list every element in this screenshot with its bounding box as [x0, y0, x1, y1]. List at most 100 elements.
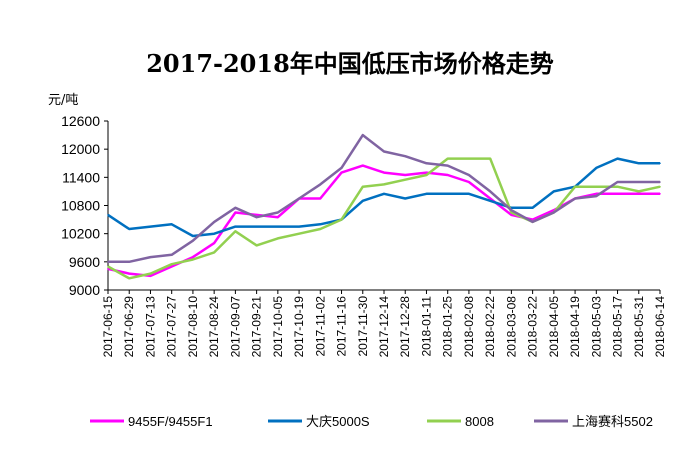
data-point-series-2 — [361, 200, 364, 202]
x-tick-label: 2017-09-21 — [250, 296, 264, 358]
data-point-series-4 — [107, 261, 109, 263]
data-point-series-2 — [616, 157, 619, 160]
x-tick-label: 2017-10-05 — [271, 296, 285, 358]
x-tick-label: 2018-02-08 — [462, 296, 476, 358]
data-point-series-4 — [128, 261, 131, 263]
data-point-series-4 — [170, 253, 173, 256]
data-point-series-2 — [425, 192, 428, 195]
data-point-series-2 — [149, 225, 152, 228]
data-point-series-1 — [128, 272, 131, 275]
x-tick-label: 2018-03-22 — [526, 296, 540, 358]
data-point-series-3 — [107, 265, 109, 268]
data-point-series-3 — [595, 185, 598, 188]
y-tick-label: 9000 — [69, 282, 100, 298]
data-point-series-3 — [234, 230, 237, 233]
data-point-series-3 — [616, 185, 619, 188]
data-point-series-3 — [468, 157, 470, 160]
data-point-series-3 — [340, 218, 343, 221]
data-point-series-3 — [170, 263, 173, 265]
x-tick-label: 2017-12-14 — [377, 296, 391, 358]
data-point-series-1 — [531, 218, 534, 221]
data-point-series-1 — [489, 197, 491, 200]
data-point-series-4 — [637, 181, 640, 183]
data-point-series-3 — [255, 244, 258, 247]
data-point-series-1 — [659, 192, 661, 195]
data-point-series-4 — [553, 211, 555, 214]
data-point-series-4 — [277, 211, 279, 214]
x-tick-label: 2018-05-31 — [632, 296, 646, 358]
data-point-series-1 — [277, 216, 279, 219]
data-point-series-1 — [616, 192, 619, 195]
data-point-series-1 — [107, 268, 109, 270]
x-tick-label: 2018-04-05 — [547, 296, 561, 358]
y-tick-label: 10800 — [61, 198, 100, 214]
x-tick-label: 2018-01-25 — [441, 296, 455, 358]
x-tick-label: 2017-11-30 — [356, 296, 370, 357]
data-point-series-4 — [319, 183, 322, 186]
data-point-series-4 — [510, 209, 513, 211]
data-point-series-4 — [213, 221, 215, 223]
data-point-series-4 — [425, 162, 428, 165]
series-line-4 — [108, 133, 660, 264]
x-tick-label: 2017-08-24 — [207, 296, 221, 358]
data-point-series-4 — [489, 190, 491, 193]
x-tick-label: 2018-01-11 — [419, 296, 433, 357]
data-point-series-3 — [489, 157, 491, 160]
data-point-series-3 — [192, 258, 194, 261]
data-point-series-3 — [319, 228, 322, 230]
x-tick-label: 2017-09-07 — [228, 296, 242, 358]
data-point-series-4 — [361, 134, 364, 136]
data-point-series-1 — [319, 197, 322, 200]
x-tick-label: 2018-05-03 — [589, 296, 603, 358]
data-point-series-1 — [383, 171, 385, 174]
data-point-series-2 — [489, 200, 491, 202]
data-point-series-3 — [213, 251, 215, 254]
x-tick-label: 2017-06-29 — [122, 296, 136, 358]
data-point-series-3 — [446, 157, 449, 160]
legend-label-3: 8008 — [465, 414, 494, 429]
data-point-series-4 — [255, 216, 258, 219]
x-tick-label: 2017-07-13 — [143, 296, 157, 358]
data-point-series-1 — [213, 242, 215, 244]
data-point-series-2 — [446, 192, 449, 195]
legend-label-2: 大庆5000S — [306, 414, 370, 429]
y-tick-label: 11400 — [62, 169, 100, 185]
data-point-series-1 — [468, 181, 470, 183]
data-point-series-4 — [340, 167, 343, 169]
chart-title: 2017-2018年中国低压市场价格走势 — [146, 49, 554, 78]
data-point-series-3 — [574, 185, 576, 188]
data-point-series-4 — [192, 239, 194, 242]
data-point-series-4 — [595, 195, 598, 197]
x-tick-label: 2017-12-28 — [398, 296, 412, 358]
legend-label-4: 上海赛科5502 — [572, 414, 653, 429]
data-point-series-2 — [383, 192, 385, 195]
data-point-series-4 — [298, 197, 300, 200]
data-point-series-2 — [170, 223, 173, 226]
data-point-series-1 — [361, 164, 364, 167]
data-point-series-3 — [404, 178, 407, 181]
data-point-series-4 — [234, 207, 237, 209]
data-point-series-2 — [192, 235, 194, 237]
x-tick-label: 2018-05-17 — [611, 296, 625, 358]
data-point-series-4 — [383, 150, 385, 153]
data-point-series-1 — [404, 174, 407, 176]
data-point-series-1 — [340, 171, 343, 174]
y-axis-unit-label: 元/吨 — [48, 93, 78, 108]
data-point-series-4 — [404, 155, 407, 158]
data-point-series-2 — [468, 192, 470, 195]
x-tick-label: 2017-07-27 — [165, 296, 179, 358]
data-point-series-1 — [510, 214, 513, 216]
x-tick-label: 2017-06-15 — [101, 296, 115, 358]
x-tick-label: 2018-03-08 — [504, 296, 518, 358]
data-point-series-3 — [425, 174, 428, 176]
series-line-3 — [107, 157, 661, 280]
data-point-series-1 — [255, 214, 258, 216]
data-point-series-3 — [637, 190, 640, 193]
x-tick-label: 2018-04-19 — [568, 296, 582, 358]
data-point-series-3 — [277, 237, 279, 240]
data-point-series-2 — [319, 223, 322, 226]
data-point-series-4 — [468, 174, 470, 176]
data-point-series-3 — [298, 232, 300, 235]
data-point-series-1 — [170, 265, 173, 268]
data-point-series-1 — [637, 192, 640, 195]
